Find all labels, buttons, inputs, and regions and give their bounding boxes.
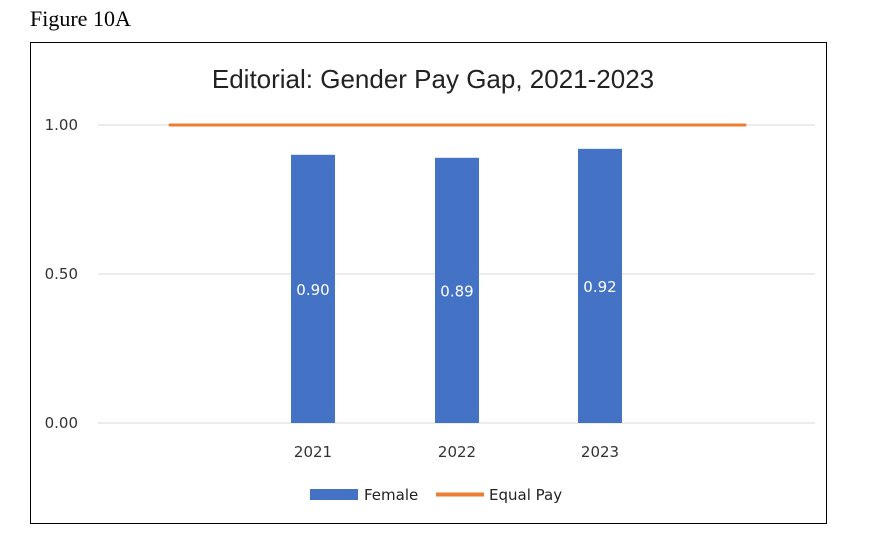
y-tick-label: 1.00 [45, 116, 78, 134]
data-label-2021: 0.90 [296, 281, 329, 299]
y-tick-label: 0.00 [45, 414, 78, 432]
data-label-2023: 0.92 [583, 278, 616, 296]
data-label-2022: 0.89 [440, 282, 473, 300]
x-tick-label-2023: 2023 [581, 443, 619, 461]
bar-2021 [291, 154, 335, 424]
x-axis-categories: 2021 2022 2023 [294, 443, 619, 461]
figure-label: Figure 10A [30, 6, 131, 31]
legend-label-equal-pay: Equal Pay [489, 486, 562, 504]
chart-title: Editorial: Gender Pay Gap, 2021-2023 [212, 64, 654, 94]
chart-frame [30, 42, 827, 524]
legend-swatch-female [310, 489, 358, 500]
legend: Female Equal Pay [310, 486, 562, 504]
y-axis-ticks: 0.00 0.50 1.00 [45, 116, 78, 432]
bar-2023 [578, 148, 622, 423]
x-tick-label-2022: 2022 [438, 443, 476, 461]
y-tick-label: 0.50 [45, 265, 78, 283]
legend-label-female: Female [364, 486, 418, 504]
x-tick-label-2021: 2021 [294, 443, 332, 461]
bar-series-female: 0.90 0.89 0.92 [291, 148, 622, 424]
bar-2022 [435, 157, 479, 423]
